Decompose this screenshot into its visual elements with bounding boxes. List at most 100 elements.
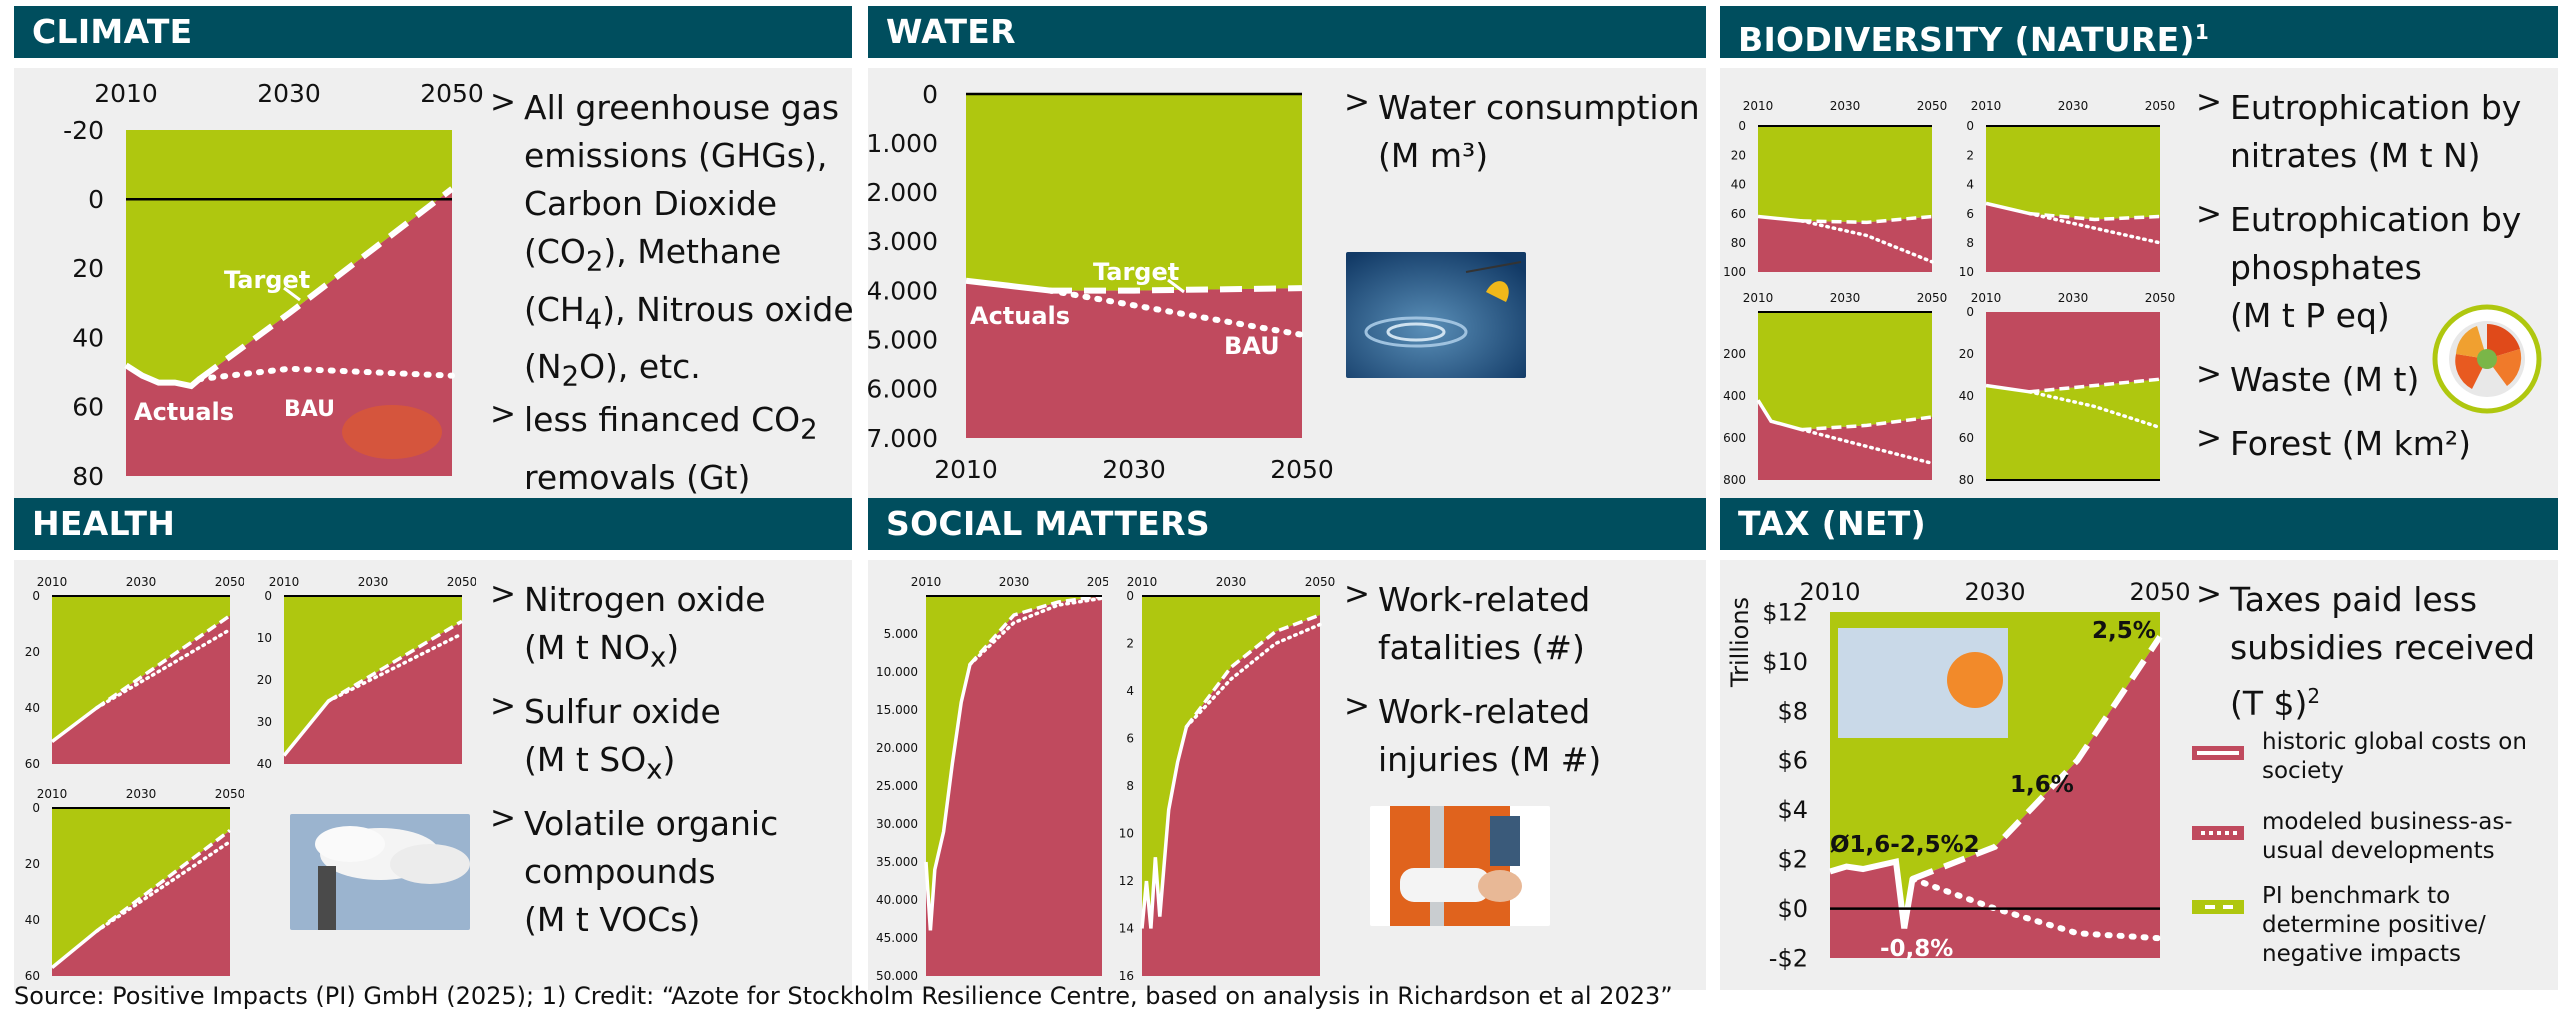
x-tick-label: 2010: [1127, 575, 1158, 589]
y-tick-label: 100: [1723, 265, 1746, 276]
target-line: [968, 594, 1103, 666]
y-tick-label: 50.000: [876, 969, 918, 983]
bullet-arrow-icon: >: [1344, 84, 1370, 120]
bullet-arrow-icon: >: [1344, 576, 1370, 612]
water-bullet-1: > Water consumption (M m³): [1344, 84, 1700, 180]
y-tick-label: 40: [257, 757, 272, 771]
y-tick-label: 16: [1119, 969, 1134, 983]
x-tick-label: 2050: [2145, 99, 2176, 113]
actuals-line: [1756, 399, 1802, 432]
actuals-line: [1829, 857, 1916, 929]
y-tick-label: 20: [72, 254, 104, 283]
y-tick-label: 4.000: [868, 276, 938, 305]
bio-bullet-2: > Eutrophication by phosphates (M t P eq…: [2196, 196, 2521, 340]
water-panel: WATER 2010 2030 2050 0 1.000 2.000 3.000 4.000 5…: [868, 6, 1706, 498]
x-tick-label: 2030: [2058, 99, 2089, 113]
bau-label: BAU: [1224, 332, 1280, 360]
benchmark-area: [1986, 379, 2160, 480]
bau-line: [968, 596, 1104, 667]
line: compounds: [524, 852, 716, 891]
target-line: [1185, 613, 1321, 728]
x-tick-label: 2050: [2145, 291, 2176, 305]
legend-dotted-swatch: [2192, 826, 2244, 840]
x-tick-label: 2030: [1102, 455, 1166, 484]
y-tick-label: 200: [1723, 347, 1746, 361]
bau-line: [1799, 427, 1934, 465]
line: Eutrophication by: [2230, 200, 2522, 239]
line: Forest (M km²): [2230, 424, 2471, 463]
y-tick-label: 80: [72, 462, 104, 491]
benchmark-area: [966, 94, 1302, 291]
x-tick-label: 2050: [420, 79, 484, 108]
bullet-arrow-icon: >: [2196, 420, 2222, 456]
actuals-line: [1757, 214, 1802, 223]
nox-chart: 2010 2030 2050 0 20 40 60: [25, 575, 244, 771]
water-header: WATER: [868, 6, 1706, 58]
y-tick-label: 400: [1723, 389, 1746, 403]
bio-bullet-2-text: Eutrophication by phosphates (M t P eq): [2230, 196, 2521, 340]
line: Eutrophication by: [2230, 88, 2522, 127]
benchmark-area: [52, 596, 230, 742]
actuals-line: [1985, 383, 2030, 394]
tax-bullet-1-text: Taxes paid less subsidies received (T $)…: [2230, 576, 2535, 728]
source-note: Source: Positive Impacts (PI) GmbH (2025…: [14, 982, 1673, 1010]
tax-header: TAX (NET): [1720, 498, 2558, 550]
x-tick-label: 2030: [358, 575, 389, 589]
annotation-avg: Ø1,6-2,5%2: [1830, 832, 1980, 858]
y-tick-label: $0: [1777, 895, 1808, 923]
bullet-arrow-icon: >: [490, 396, 516, 432]
line: (M t NOx): [524, 628, 680, 674]
line: (M t P eq): [2230, 296, 2390, 335]
target-line: [1050, 285, 1303, 294]
bullet-arrow-icon: >: [2196, 576, 2222, 612]
actuals-line: [965, 277, 1051, 294]
climate-body: 2010 2030 2050 -20 0 20 40 60 80 Target Actuals BAU…: [14, 68, 854, 498]
line: less financed CO2: [524, 400, 818, 446]
social-header: SOCIAL MATTERS: [868, 498, 1706, 550]
line: Sulfur oxide: [524, 692, 721, 731]
line: society: [2262, 758, 2344, 784]
x-tick-label: 2030: [1964, 578, 2025, 606]
biodiversity-header: BIODIVERSITY (NATURE)1: [1720, 6, 2558, 59]
water-bullet-1-text: Water consumption (M m³): [1378, 84, 1700, 180]
line: All greenhouse gas: [524, 88, 840, 127]
line: (T $)2: [2230, 684, 2321, 723]
target-line: [1911, 635, 2163, 882]
bau-line: [1047, 287, 1305, 338]
x-tick-label: 2030: [1830, 99, 1861, 113]
y-tick-label: 8: [1126, 779, 1134, 793]
x-tick-label: 2050: [1917, 291, 1948, 305]
target-line: [197, 186, 454, 382]
legend-benchmark-text: PI benchmark to determine positive/negati…: [2262, 882, 2486, 969]
social-bullet-2: > Work-related injuries (M #): [1344, 688, 1601, 784]
y-tick-label: 0: [32, 801, 40, 815]
bau-line: [2027, 390, 2162, 430]
line: (N2O), etc.: [524, 347, 701, 393]
x-tick-label: 2010: [1971, 99, 2002, 113]
benchmark-area: [52, 808, 230, 968]
injuries-chart: 2010 2030 2050 0 2 4 6 8 10 12 14 16: [1119, 575, 1336, 983]
line: negative impacts: [2262, 941, 2462, 967]
y-tick-label: 60: [1731, 207, 1746, 221]
x-tick-label: 2010: [934, 455, 998, 484]
line: modeled business-as-: [2262, 809, 2513, 835]
actuals-label: Actuals: [134, 398, 234, 426]
target-line: [1801, 415, 1933, 432]
y-tick-label: 0: [922, 80, 938, 109]
y-tick-label: 40: [25, 913, 40, 927]
y-tick-label: 20: [25, 645, 40, 659]
line: Water consumption: [1378, 88, 1700, 127]
line: Taxes paid less: [2230, 580, 2478, 619]
climate-title: CLIMATE: [32, 12, 193, 51]
y-tick-label: 0: [1126, 589, 1134, 603]
x-tick-label: 2010: [37, 575, 68, 589]
y-tick-label: 10: [1119, 827, 1134, 841]
x-tick-label: 2050: [2129, 578, 2190, 606]
line: injuries (M #): [1378, 740, 1602, 779]
y-tick-label: 10.000: [876, 665, 918, 679]
line: (M t SOx): [524, 740, 676, 786]
health-bullet-1-text: Nitrogen oxide (M t NOx): [524, 576, 766, 682]
y-tick-label: 5.000: [884, 627, 918, 641]
y-tick-label: 6.000: [868, 375, 938, 404]
climate-header: CLIMATE: [14, 6, 852, 58]
